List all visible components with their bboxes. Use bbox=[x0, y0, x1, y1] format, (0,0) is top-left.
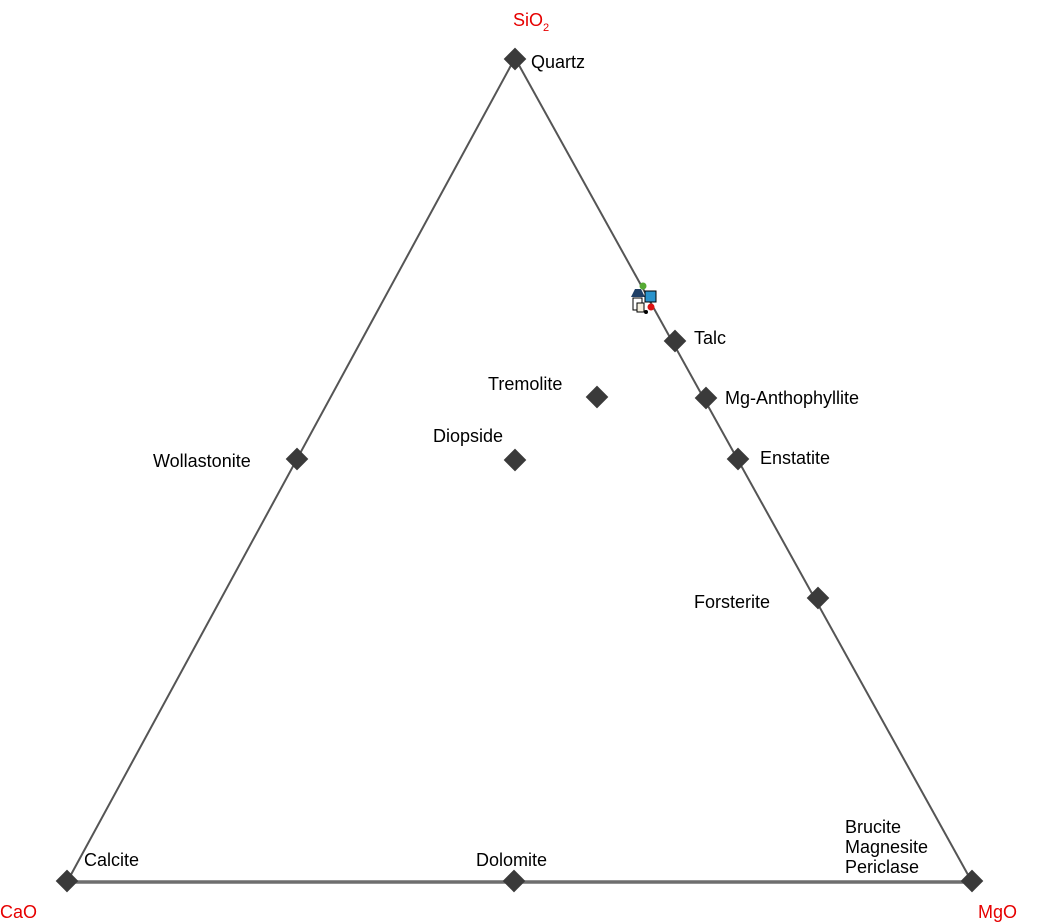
marker-forsterite bbox=[806, 586, 830, 610]
label-tremolite: Tremolite bbox=[488, 374, 562, 394]
marker-quartz bbox=[503, 47, 527, 71]
label-talc: Talc bbox=[694, 328, 726, 348]
label-calcite: Calcite bbox=[84, 850, 139, 870]
marker-enstatite bbox=[726, 447, 750, 471]
label-quartz: Quartz bbox=[531, 52, 585, 72]
label-brucite: Brucite bbox=[845, 817, 901, 837]
label-forsterite: Forsterite bbox=[694, 592, 770, 612]
label-wollastonite: Wollastonite bbox=[153, 451, 251, 471]
label-diopside: Diopside bbox=[433, 426, 503, 446]
marker-diopside bbox=[503, 448, 527, 472]
marker-dolomite bbox=[502, 869, 526, 893]
label-magnesite: Magnesite bbox=[845, 837, 928, 857]
edge-sio2-mgo bbox=[514, 57, 973, 883]
marker-tremolite bbox=[585, 385, 609, 409]
marker-brucite-magnesite-periclase bbox=[960, 869, 984, 893]
sample-cluster-icon bbox=[631, 282, 657, 314]
label-dolomite: Dolomite bbox=[476, 850, 547, 870]
marker-talc bbox=[663, 329, 687, 353]
vertex-label-cao: CaO bbox=[0, 902, 37, 922]
label-mg-anthophyllite: Mg-Anthophyllite bbox=[725, 388, 859, 408]
marker-wollastonite bbox=[285, 447, 309, 471]
edge-sio2-cao bbox=[66, 57, 516, 883]
vertex-label-sio2: SiO2 bbox=[513, 10, 549, 34]
marker-mg-anthophyllite bbox=[694, 386, 718, 410]
label-enstatite: Enstatite bbox=[760, 448, 830, 468]
vertex-label-mgo: MgO bbox=[978, 902, 1017, 922]
marker-calcite bbox=[55, 869, 79, 893]
label-periclase: Periclase bbox=[845, 857, 919, 877]
